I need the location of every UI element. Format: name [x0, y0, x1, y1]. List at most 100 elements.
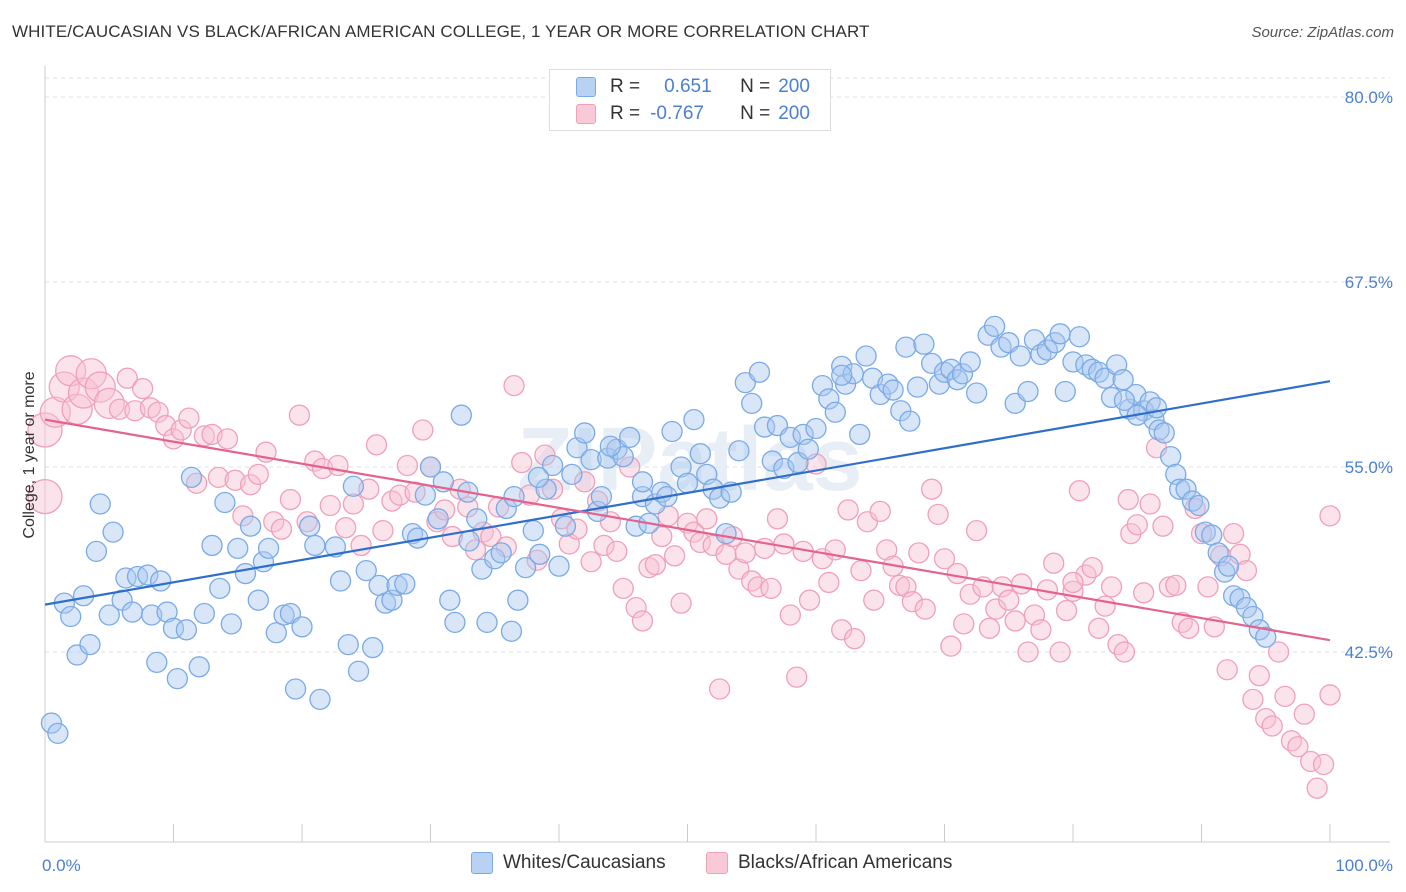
- point-whites: [188, 656, 210, 678]
- point-whites: [1145, 397, 1168, 419]
- point-whites: [899, 410, 921, 432]
- point-whites: [529, 543, 551, 565]
- point-blacks: [734, 542, 756, 564]
- point-whites: [490, 542, 512, 564]
- point-whites: [1255, 626, 1277, 648]
- y-tick-label: 80.0%: [1345, 88, 1393, 107]
- point-whites: [1036, 339, 1058, 361]
- point-blacks: [843, 628, 866, 650]
- point-blacks: [319, 494, 341, 517]
- point-whites: [535, 478, 557, 500]
- point-blacks: [1287, 736, 1309, 758]
- x-tick-label: 100.0%: [1335, 856, 1393, 875]
- point-whites: [476, 611, 498, 634]
- point-blacks: [396, 454, 419, 477]
- point-blacks: [580, 551, 602, 573]
- point-blacks: [1068, 480, 1091, 502]
- point-whites: [689, 443, 711, 465]
- point-whites: [548, 555, 570, 577]
- point-whites: [1217, 555, 1240, 577]
- point-blacks: [247, 463, 269, 486]
- point-whites: [1160, 445, 1182, 468]
- point-whites: [1062, 351, 1084, 373]
- point-blacks: [1312, 753, 1335, 776]
- legend-item-blacks[interactable]: Blacks/African Americans: [706, 852, 952, 874]
- point-blacks: [116, 367, 138, 389]
- point-blacks: [798, 589, 821, 611]
- point-whites: [580, 448, 602, 471]
- point-whites: [561, 463, 583, 486]
- point-whites: [209, 577, 231, 600]
- point-blacks: [1055, 599, 1078, 622]
- point-whites: [1188, 494, 1210, 517]
- point-blacks: [1113, 641, 1136, 663]
- point-blacks: [1010, 573, 1033, 595]
- point-blacks: [1133, 582, 1155, 604]
- legend-swatch-whites: [576, 77, 596, 97]
- point-whites: [824, 401, 846, 423]
- point-whites: [599, 435, 622, 457]
- legend-n-value: 200: [778, 76, 810, 97]
- legend-r-label: R =: [610, 103, 641, 124]
- point-blacks: [1280, 730, 1303, 752]
- point-whites: [928, 373, 951, 395]
- point-whites: [484, 548, 506, 570]
- trend-line-whites: [44, 380, 1331, 606]
- point-blacks: [644, 554, 667, 576]
- point-blacks: [1293, 703, 1315, 725]
- point-blacks: [965, 519, 988, 542]
- point-whites: [895, 336, 917, 358]
- point-blacks: [888, 574, 911, 597]
- point-blacks: [342, 493, 365, 515]
- point-blacks: [335, 517, 357, 539]
- point-blacks: [541, 478, 564, 500]
- point-whites: [214, 491, 236, 514]
- point-whites: [797, 438, 819, 460]
- point-blacks: [863, 589, 885, 611]
- point-whites: [386, 574, 408, 597]
- point-blacks: [147, 401, 169, 423]
- point-blacks: [933, 548, 956, 570]
- point-blacks: [574, 471, 596, 493]
- point-blacks: [901, 591, 924, 613]
- point-blacks: [263, 511, 285, 533]
- point-whites: [337, 633, 359, 656]
- legend-n-value: 200: [778, 103, 810, 124]
- point-whites: [965, 382, 988, 404]
- point-blacks: [503, 374, 525, 397]
- point-blacks: [207, 466, 230, 489]
- point-whites: [342, 475, 365, 497]
- y-tick-label: 55.0%: [1345, 458, 1393, 477]
- point-whites: [913, 333, 935, 355]
- point-whites: [779, 426, 801, 449]
- point-whites: [299, 515, 321, 537]
- point-blacks: [288, 404, 311, 426]
- point-whites: [149, 570, 172, 592]
- point-whites: [1100, 386, 1123, 409]
- point-whites: [1113, 389, 1136, 412]
- point-whites: [291, 616, 313, 638]
- y-tick-labels: 42.5% 55.0% 67.5% 80.0%: [1345, 88, 1393, 662]
- legend-item-whites[interactable]: Whites/Caucasians: [471, 852, 666, 874]
- point-blacks: [1319, 684, 1341, 706]
- legend-label-blacks: Blacks/African Americans: [738, 852, 953, 873]
- x-tick-label: 0.0%: [42, 856, 81, 875]
- point-whites: [419, 456, 442, 478]
- point-blacks: [1158, 576, 1181, 598]
- legend-label-whites: Whites/Caucasians: [503, 852, 666, 873]
- series-legend: Whites/Caucasians Blacks/African America…: [0, 852, 1406, 878]
- y-axis-label: College, 1 year or more: [21, 371, 38, 538]
- chart-source: Source: ZipAtlas.com: [1251, 24, 1394, 41]
- point-blacks: [869, 500, 891, 523]
- point-whites: [98, 604, 120, 626]
- point-blacks: [959, 583, 981, 605]
- point-blacks: [1126, 514, 1148, 536]
- correlation-legend: R = 0.651 N = 200 R = -0.767 N = 200: [549, 69, 831, 131]
- point-whites: [1054, 380, 1076, 403]
- point-blacks: [940, 635, 962, 657]
- point-blacks: [631, 610, 654, 632]
- point-whites: [309, 688, 331, 711]
- point-blacks: [132, 377, 154, 400]
- point-whites: [257, 537, 280, 560]
- point-whites: [175, 619, 198, 641]
